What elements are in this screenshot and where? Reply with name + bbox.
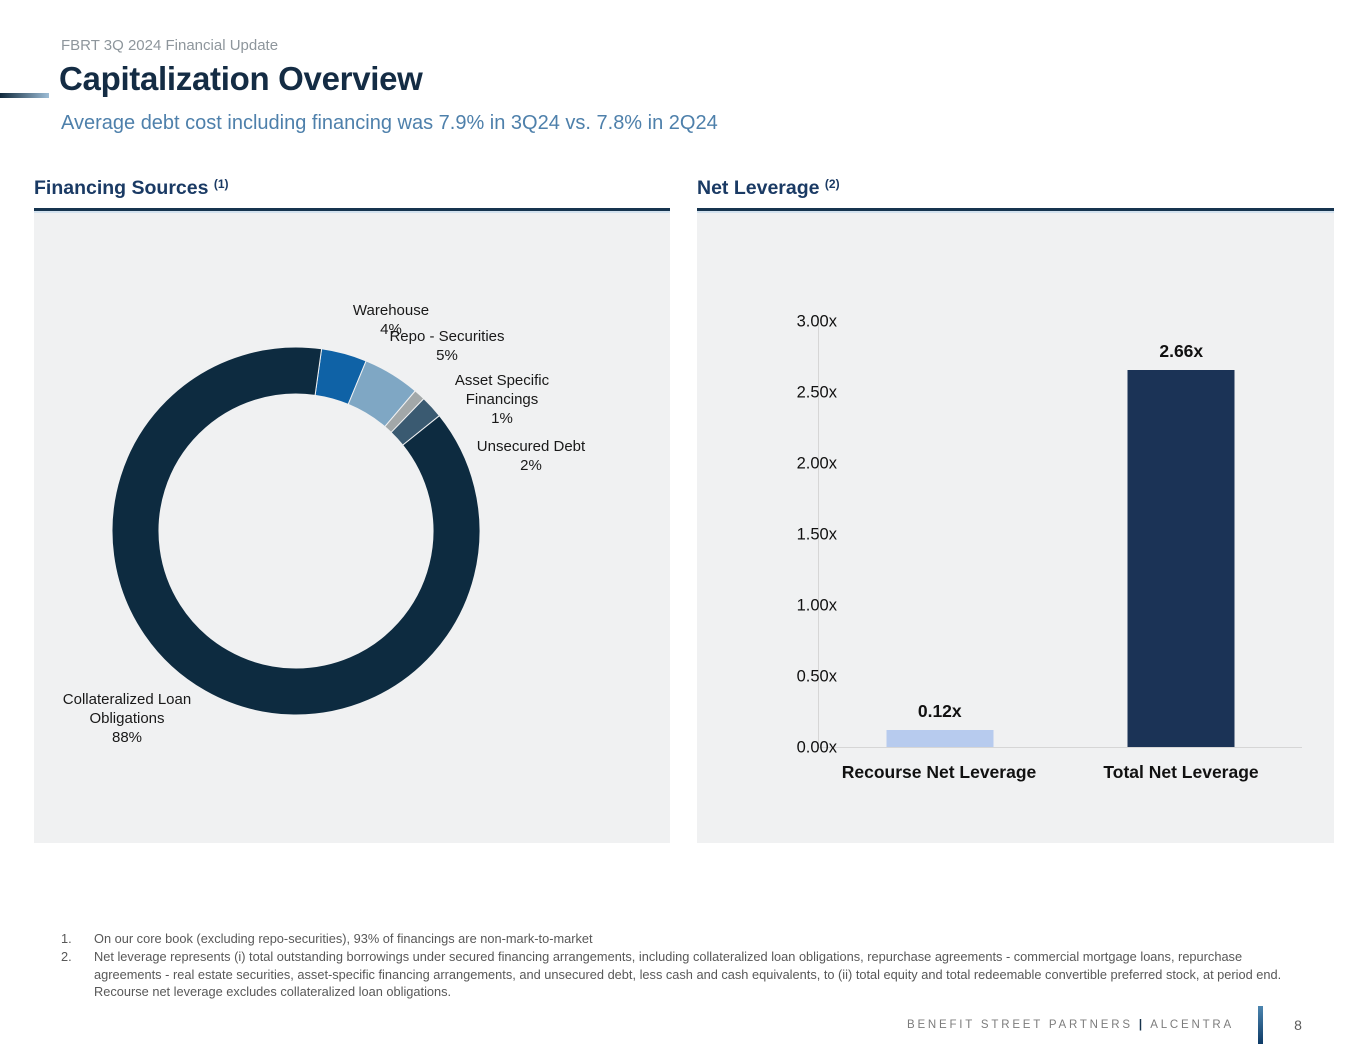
title-accent-dash <box>0 93 49 98</box>
section-rule-highlight <box>34 211 670 213</box>
footnote-number: 2. <box>61 948 72 964</box>
bar-column: 2.66x <box>1061 322 1303 747</box>
net-leverage-heading: Net Leverage (2) <box>697 177 840 199</box>
brand-logotype: BENEFIT STREET PARTNERS | ALCENTRA <box>906 1019 1234 1031</box>
donut-label-unsecured-debt: Unsecured Debt 2% <box>476 438 586 474</box>
bar-column: 0.12x <box>819 322 1061 747</box>
bar-recourse-net-leverage <box>886 730 994 747</box>
brand-separator: | <box>1138 1019 1145 1031</box>
y-axis-tick-label: 2.00x <box>796 454 837 473</box>
y-axis-tick-label: 3.00x <box>796 312 837 331</box>
footnote-ref-2: (2) <box>824 177 840 191</box>
y-axis-tick-label: 2.50x <box>796 383 837 402</box>
financing-sources-donut-chart <box>111 346 481 716</box>
x-axis-category-label: Total Net Leverage <box>1103 762 1259 782</box>
footnote-ref-1: (1) <box>213 177 229 191</box>
page-number: 8 <box>1294 1017 1302 1033</box>
page-subtitle: Average debt cost including financing wa… <box>61 112 718 134</box>
net-leverage-panel: 0.12x 2.66x Recourse Net Leverage Total Ne… <box>697 213 1334 843</box>
y-axis-tick-label: 0.50x <box>796 667 837 686</box>
x-axis-category-label: Recourse Net Leverage <box>841 762 1037 782</box>
bar-total-net-leverage <box>1127 370 1235 747</box>
y-axis-tick-label: 1.50x <box>796 525 837 544</box>
donut-label-asset-specific-financings: Asset Specific Financings 1% <box>454 372 550 427</box>
section-rule <box>34 208 670 211</box>
slide-eyebrow: FBRT 3Q 2024 Financial Update <box>61 37 279 54</box>
footer-accent-bar <box>1258 1006 1263 1044</box>
donut-label-collateralized-loan-obligations: Collateralized Loan Obligations 88% <box>62 691 192 746</box>
net-leverage-bar-chart: 0.12x 2.66x <box>818 322 1302 748</box>
bar-chart-x-axis: Recourse Net Leverage Total Net Leverage <box>818 762 1302 784</box>
financing-sources-panel: Warehouse 4% Repo - Securities 5% Asset … <box>34 213 670 843</box>
bar-value-label: 2.66x <box>1159 341 1204 362</box>
donut-label-warehouse: Warehouse 4% <box>352 302 430 338</box>
donut-slice-collateralized-loan-obligations <box>111 346 481 716</box>
footnote-number: 1. <box>61 931 72 946</box>
section-rule <box>697 208 1334 211</box>
donut-label-repo-securities: Repo - Securities 5% <box>389 328 505 364</box>
financing-sources-section: Financing Sources (1) Warehouse 4% Repo … <box>34 177 670 843</box>
page-title: Capitalization Overview <box>59 60 423 97</box>
section-rule-highlight <box>697 211 1334 213</box>
y-axis-tick-label: 1.00x <box>796 596 837 615</box>
y-axis-tick-label: 0.00x <box>796 738 837 757</box>
footnotes: 1. On our core book (excluding repo-secu… <box>61 930 1283 1001</box>
footnote-text: On our core book (excluding repo-securit… <box>94 931 593 946</box>
footnote-1: 1. On our core book (excluding repo-secu… <box>61 930 1283 948</box>
footer: BENEFIT STREET PARTNERS | ALCENTRA 8 <box>907 1006 1305 1044</box>
financing-sources-heading: Financing Sources (1) <box>34 177 229 199</box>
net-leverage-section: Net Leverage (2) 0.12x 2.66x Recourse Net… <box>697 177 1334 843</box>
footnote-text: Net leverage represents (i) total outsta… <box>94 948 1282 1000</box>
bar-value-label: 0.12x <box>917 701 962 721</box>
footnote-2: 2. Net leverage represents (i) total out… <box>61 948 1283 1001</box>
